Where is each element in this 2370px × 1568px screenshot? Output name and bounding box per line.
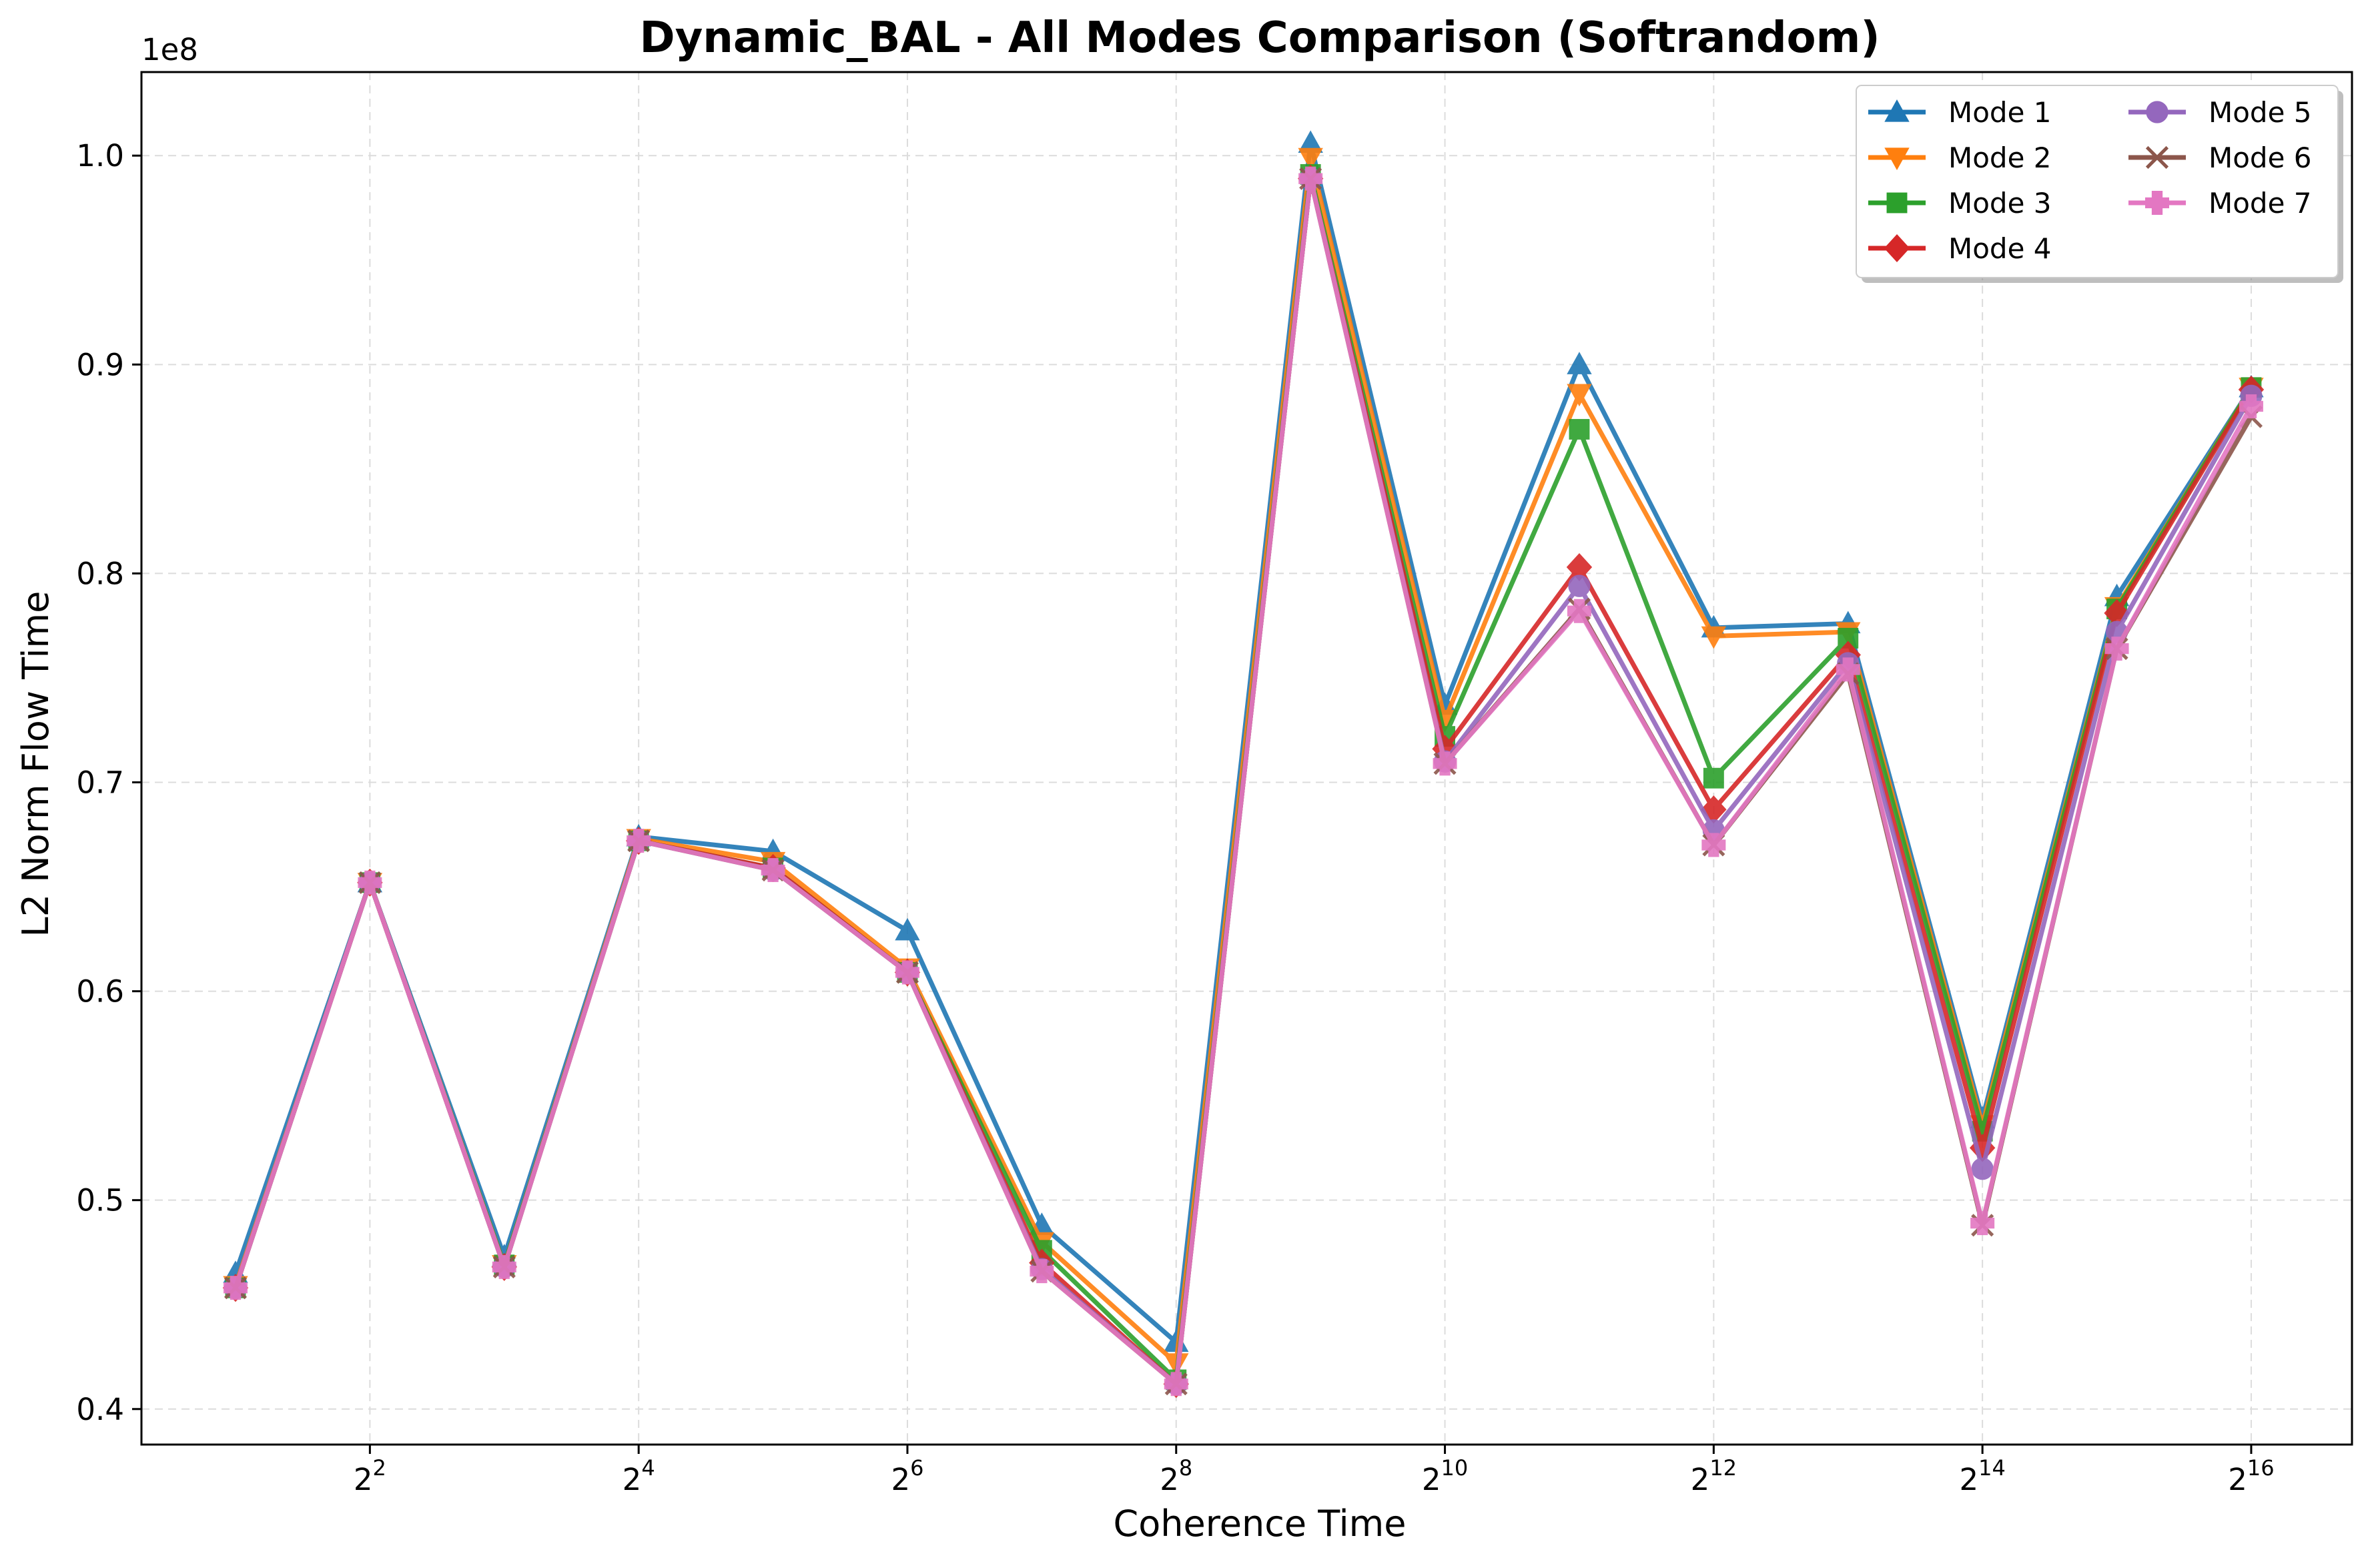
data-point bbox=[1568, 574, 1591, 597]
x-tick-label: 22 bbox=[354, 1455, 386, 1497]
data-point bbox=[1701, 626, 1727, 649]
x-axis-label: Coherence Time bbox=[1114, 1503, 1407, 1545]
legend-marker bbox=[1884, 234, 1910, 263]
data-point bbox=[1164, 1372, 1188, 1397]
legend-label: Mode 6 bbox=[2209, 141, 2312, 174]
legend-label: Mode 7 bbox=[2209, 187, 2312, 220]
legend-label: Mode 2 bbox=[1948, 141, 2052, 174]
data-point bbox=[1701, 833, 1726, 857]
data-point bbox=[1971, 1158, 1994, 1180]
data-point bbox=[1433, 751, 1457, 776]
legend-box bbox=[1856, 85, 2339, 278]
legend-marker bbox=[2145, 191, 2169, 215]
data-point bbox=[1569, 418, 1590, 440]
legend-marker bbox=[1884, 147, 1910, 171]
data-point bbox=[895, 917, 920, 941]
data-point bbox=[761, 858, 785, 882]
legend-label: Mode 5 bbox=[2209, 96, 2312, 129]
data-point bbox=[1298, 166, 1323, 191]
legend-marker bbox=[1884, 99, 1910, 122]
data-point bbox=[223, 1276, 248, 1300]
data-point bbox=[1567, 599, 1591, 623]
legend-item: Mode 3 bbox=[1868, 187, 2052, 220]
data-point bbox=[1298, 147, 1323, 171]
data-point bbox=[492, 1254, 516, 1279]
y-tick-label: 0.4 bbox=[76, 1392, 124, 1427]
data-point bbox=[1970, 1211, 1995, 1236]
series-line bbox=[233, 176, 2254, 1387]
legend-item: Mode 2 bbox=[1868, 141, 2052, 174]
legend-label: Mode 4 bbox=[1948, 232, 2052, 265]
legend: Mode 1 Mode 2 Mode 3 Mode 4 Mode 5 Mode 6 Mode… bbox=[1856, 85, 2343, 283]
chart-title: Dynamic_BAL - All Modes Comparison (Soft… bbox=[639, 13, 1880, 63]
x-tick-label: 26 bbox=[891, 1455, 923, 1497]
series-7 bbox=[223, 166, 2263, 1397]
y-tick-label: 0.7 bbox=[76, 765, 124, 801]
x-tick-label: 214 bbox=[1959, 1455, 2005, 1497]
data-point bbox=[1567, 352, 1592, 374]
data-point bbox=[895, 960, 919, 985]
data-point bbox=[627, 829, 651, 853]
data-point bbox=[2104, 637, 2129, 661]
legend-item: Mode 7 bbox=[2128, 187, 2312, 220]
y-tick-label: 0.5 bbox=[76, 1183, 124, 1218]
data-point bbox=[1836, 657, 1860, 682]
legend-marker bbox=[1886, 192, 1908, 214]
data-point bbox=[1703, 767, 1724, 789]
y-tick-label: 0.6 bbox=[76, 974, 124, 1010]
legend-item: Mode 1 bbox=[1868, 96, 2052, 129]
y-tick-label: 1.0 bbox=[76, 138, 124, 173]
legend-label: Mode 1 bbox=[1948, 96, 2052, 129]
x-tick-label: 28 bbox=[1160, 1455, 1192, 1497]
legend-item: Mode 6 bbox=[2128, 141, 2312, 174]
legend-label: Mode 3 bbox=[1948, 187, 2052, 220]
x-tick-label: 210 bbox=[1422, 1455, 1468, 1497]
legend-marker bbox=[2145, 145, 2169, 169]
legend-marker bbox=[2146, 101, 2168, 123]
legend-item: Mode 4 bbox=[1868, 232, 2052, 265]
data-point bbox=[1567, 384, 1592, 407]
y-offset-text: 1e8 bbox=[141, 32, 198, 67]
data-point bbox=[358, 870, 382, 895]
x-tick-label: 212 bbox=[1691, 1455, 1737, 1497]
data-point bbox=[1030, 1259, 1054, 1284]
y-tick-label: 0.8 bbox=[76, 556, 124, 591]
x-tick-label: 216 bbox=[2228, 1455, 2274, 1497]
data-point bbox=[2239, 394, 2263, 418]
x-tick-label: 24 bbox=[623, 1455, 655, 1497]
y-tick-label: 0.9 bbox=[76, 347, 124, 382]
y-axis-label: L2 Norm Flow Time bbox=[15, 591, 57, 937]
legend-item: Mode 5 bbox=[2128, 96, 2312, 129]
plot-frame bbox=[140, 71, 2353, 1446]
